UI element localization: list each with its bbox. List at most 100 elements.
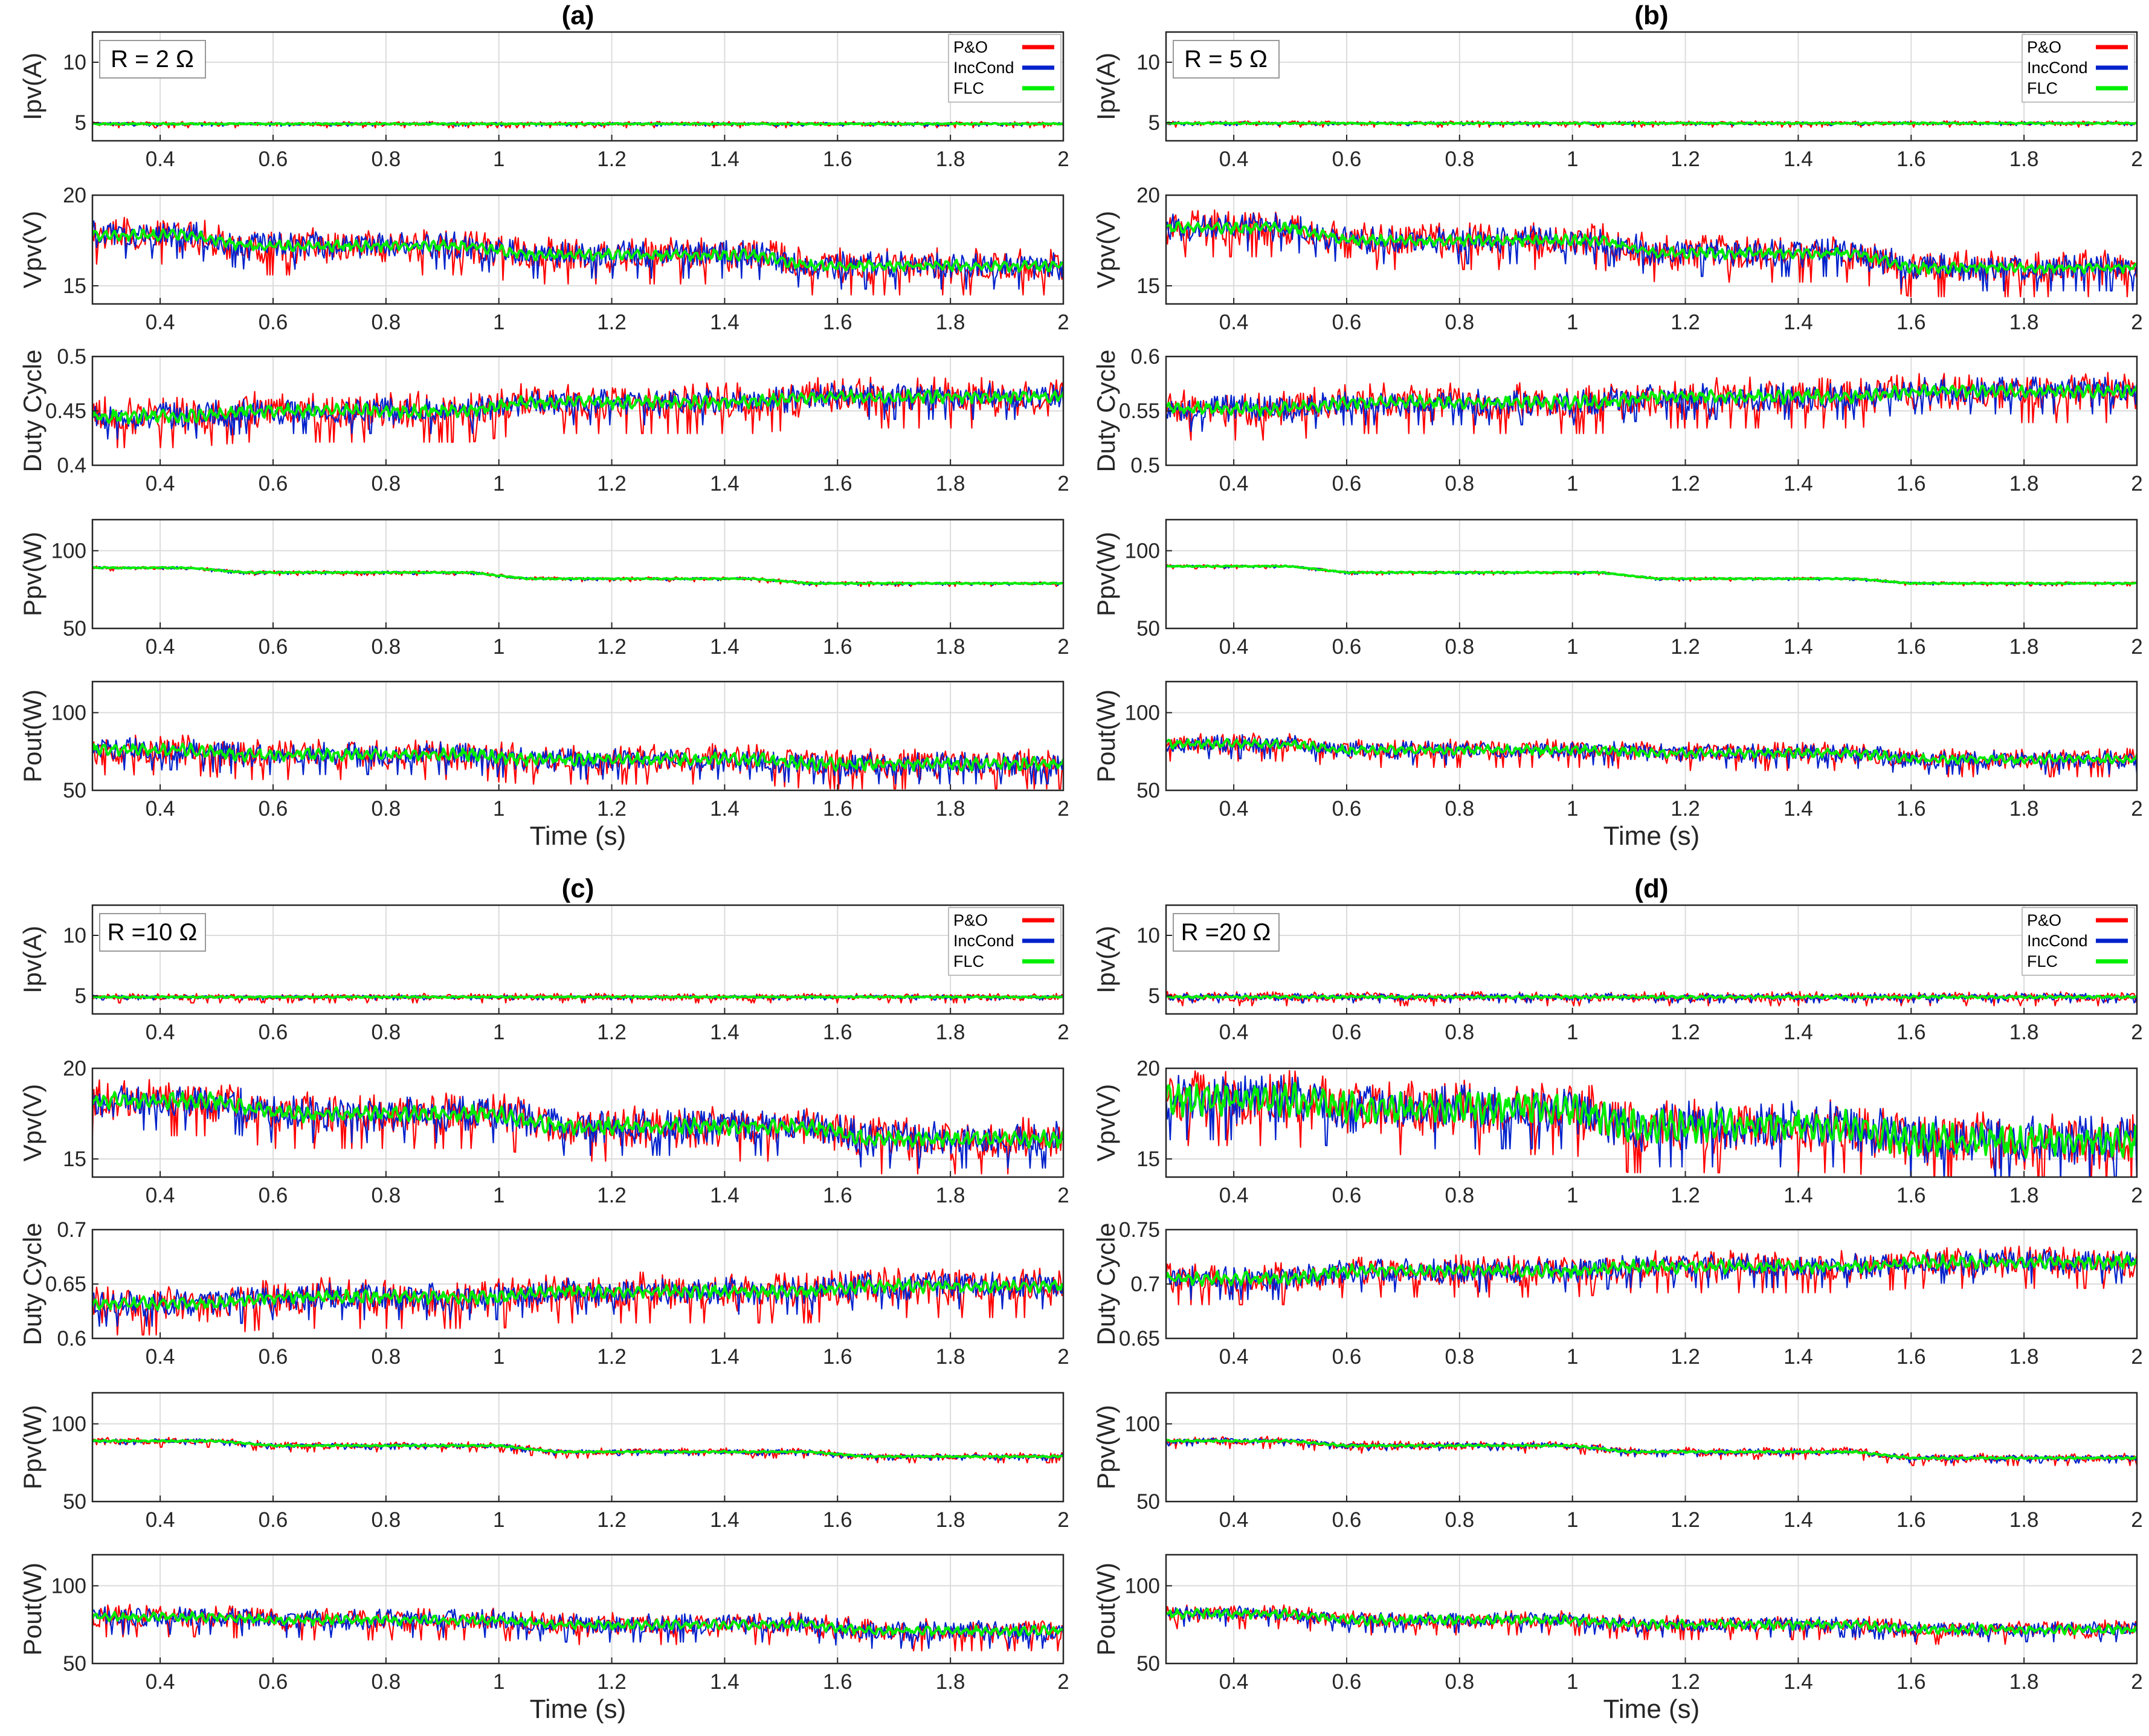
y-tick-label: 50 (1136, 617, 1160, 641)
y-tick-label: 0.6 (1130, 345, 1160, 369)
y-tick-label: 100 (51, 1412, 86, 1436)
x-tick-label: 1.2 (1671, 147, 1700, 171)
y-tick-label: 50 (1136, 1490, 1160, 1514)
x-tick-label: 1.4 (1783, 1345, 1813, 1369)
x-tick-label: 0.6 (259, 311, 288, 334)
series-line-flc (1166, 994, 2137, 1000)
x-tick-label: 0.8 (1445, 311, 1475, 334)
x-tick-label: 1 (1567, 797, 1578, 821)
legend-label-inc: IncCond (2027, 59, 2088, 77)
legend-label-po: P&O (953, 911, 988, 929)
x-tick-label: 2 (1057, 1670, 1069, 1694)
x-tick-label: 1.4 (1783, 147, 1813, 171)
y-tick-label: 50 (63, 1490, 86, 1514)
x-tick-label: 2 (1057, 1345, 1069, 1369)
x-tick-label: 1.4 (1783, 1508, 1813, 1532)
x-tick-label: 0.6 (1332, 311, 1362, 334)
x-tick-label: 0.6 (259, 1184, 288, 1207)
subplot-vpv-v: 0.4 0.6 0.8 1 1.2 1.4 1.6 1.8 2 15 20 Vpv(V) (18, 1057, 1069, 1207)
x-tick-label: 1 (493, 311, 504, 334)
x-tick-label: 0.4 (146, 147, 175, 171)
x-tick-label: 1.6 (1896, 311, 1926, 334)
axes-box (1165, 194, 2138, 305)
y-axis-label: Ppv(W) (1092, 1405, 1120, 1489)
x-tick-label: 0.6 (259, 1508, 288, 1532)
x-tick-label: 0.6 (259, 147, 288, 171)
x-tick-label: 0.4 (146, 1508, 175, 1532)
x-tick-label: 1.4 (710, 635, 739, 659)
y-tick-label: 0.5 (1130, 454, 1160, 477)
y-axis-label: Duty Cycle (18, 1222, 47, 1345)
x-tick-label: 1.2 (597, 1021, 627, 1044)
panel-title: (a) (562, 1, 594, 30)
x-tick-label: 1 (1567, 1021, 1578, 1044)
x-tick-label: 0.8 (1445, 147, 1475, 171)
x-tick-label: 1 (1567, 311, 1578, 334)
subplot-vpv-v: 0.4 0.6 0.8 1 1.2 1.4 1.6 1.8 2 15 20 Vpv(V) (1092, 1057, 2143, 1207)
legend-label-inc: IncCond (953, 59, 1014, 77)
series-line-flc (92, 389, 1063, 425)
y-tick-label: 0.65 (45, 1273, 86, 1296)
axes-box (1165, 1067, 2138, 1178)
series-line-po (92, 376, 1063, 448)
axes-box (91, 680, 1065, 792)
y-tick-label: 20 (63, 184, 86, 207)
x-tick-label: 0.4 (1219, 1184, 1249, 1207)
series-line-flc (1166, 221, 2137, 275)
y-tick-label: 15 (63, 274, 86, 298)
x-tick-label: 0.4 (146, 1021, 175, 1044)
y-axis-label: Ppv(W) (18, 1405, 47, 1489)
y-tick-label: 15 (63, 1147, 86, 1171)
x-tick-label: 1.6 (1896, 1508, 1926, 1532)
x-tick-label: 1 (1567, 635, 1578, 659)
x-tick-label: 2 (1057, 311, 1069, 334)
x-tick-label: 1.4 (710, 1184, 739, 1207)
y-tick-label: 10 (63, 51, 86, 74)
x-tick-label: 0.6 (259, 1345, 288, 1369)
y-tick-label: 0.7 (1130, 1273, 1160, 1296)
x-tick-label: 1.4 (1783, 797, 1813, 821)
x-tick-label: 2 (2131, 1508, 2142, 1532)
y-axis-label: Pout(W) (18, 689, 47, 782)
x-tick-label: 1.4 (710, 1021, 739, 1044)
legend-label-flc: FLC (2027, 952, 2058, 970)
y-tick-label: 50 (63, 1652, 86, 1676)
x-tick-label: 2 (1057, 1021, 1069, 1044)
x-tick-label: 1.6 (823, 311, 852, 334)
x-tick-label: 1 (493, 147, 504, 171)
y-tick-label: 10 (1136, 51, 1160, 74)
x-tick-label: 1 (1567, 1670, 1578, 1694)
y-tick-label: 0.5 (57, 345, 86, 369)
x-tick-label: 0.8 (1445, 1670, 1475, 1694)
x-tick-label: 1.2 (1671, 1021, 1700, 1044)
resistance-text: R = 2 Ω (111, 46, 194, 73)
x-tick-label: 1.2 (1671, 1184, 1700, 1207)
subplot-duty-cycle: 0.4 0.6 0.8 1 1.2 1.4 1.6 1.8 2 0.6 0.65 0.7 Duty Cy… (18, 1218, 1069, 1369)
resistance-label: R =10 Ω (99, 913, 206, 952)
series-line-flc (1166, 1082, 2137, 1159)
x-tick-label: 1.8 (2009, 147, 2039, 171)
y-tick-label: 5 (1149, 984, 1160, 1008)
x-tick-label: 1 (1567, 147, 1578, 171)
series-line-flc (92, 121, 1063, 126)
x-tick-label: 2 (2131, 147, 2142, 171)
y-tick-label: 100 (1125, 1574, 1160, 1598)
x-tick-label: 2 (1057, 635, 1069, 659)
legend: P&O IncCond FLC (2022, 34, 2135, 103)
y-axis-label: Ipv(A) (18, 53, 47, 120)
x-tick-label: 0.6 (259, 797, 288, 821)
subplot-ipv-a: 0.4 0.6 0.8 1 1.2 1.4 1.6 1.8 2 5 10 Ipv(A) R =10 Ω P… (18, 904, 1069, 1044)
x-tick-label: 2 (2131, 1021, 2142, 1044)
axes-box (1165, 1392, 2138, 1503)
resistance-text: R =10 Ω (108, 919, 198, 946)
x-tick-label: 0.4 (1219, 797, 1249, 821)
x-axis-label: Time (s) (530, 1694, 627, 1724)
x-tick-label: 1 (1567, 1508, 1578, 1532)
y-tick-label: 100 (1125, 539, 1160, 563)
x-tick-label: 0.4 (1219, 147, 1249, 171)
plot-area (92, 520, 1063, 628)
